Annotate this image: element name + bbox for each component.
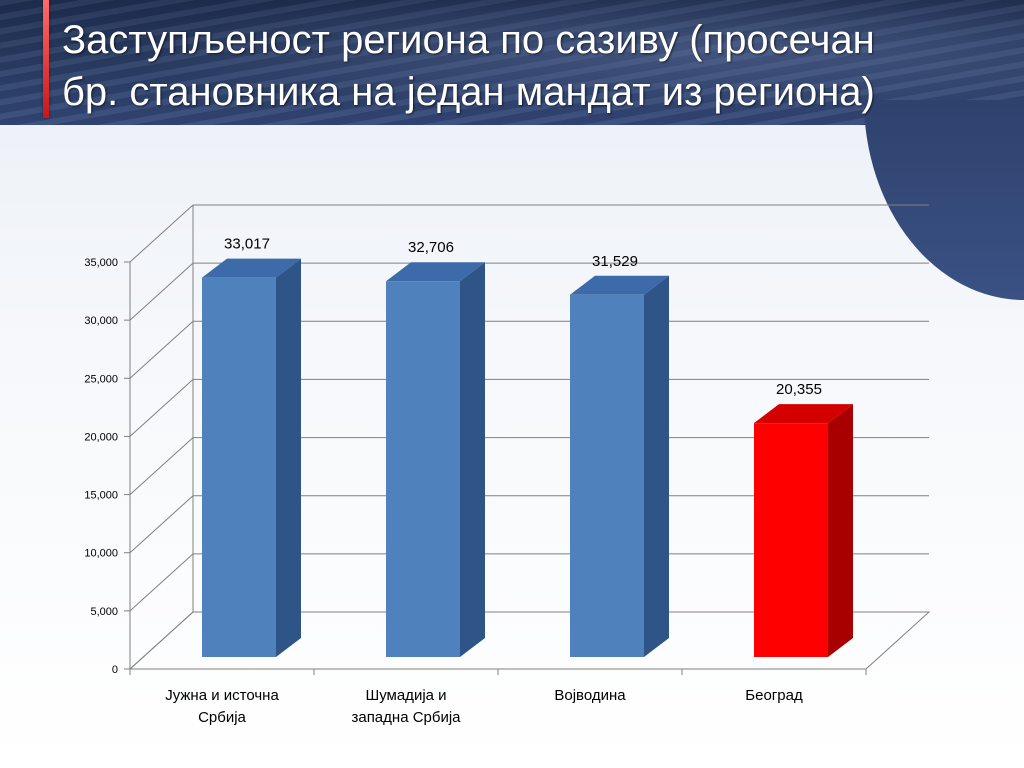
gridline-diagonal <box>129 320 194 379</box>
bar-side <box>644 275 669 657</box>
slide-title: Заступљеност региона по сазиву (просечан… <box>62 14 962 118</box>
data-label: 32,706 <box>408 239 454 256</box>
chart-gridlines <box>128 204 931 670</box>
bar-front <box>386 281 460 657</box>
y-tick-label: 35,000 <box>84 257 118 269</box>
y-tick-label: 30,000 <box>84 315 118 327</box>
bar <box>386 262 485 657</box>
gridline-diagonal <box>129 262 194 321</box>
x-category-label: Јужна и источна Србија <box>165 687 279 726</box>
data-label: 33,017 <box>224 236 270 253</box>
slide-title-line-1: Заступљеност региона по сазиву (просечан <box>62 18 875 62</box>
gridline-diagonal <box>129 204 194 263</box>
bar-front <box>570 294 644 657</box>
data-label: 20,355 <box>776 381 822 398</box>
gridline-diagonal <box>129 437 194 495</box>
gridline-diagonal <box>129 495 194 554</box>
x-category-label: Београд <box>745 687 803 704</box>
bar-side <box>276 258 301 657</box>
chart-labels: 0 5,000 10,000 15,000 20,000 25,000 30,000 35,0… <box>84 236 822 726</box>
y-tick-label: 25,000 <box>84 373 118 385</box>
bar-top <box>754 404 853 424</box>
bar-side <box>460 262 485 657</box>
x-category-label: Војводина <box>554 687 626 704</box>
gridline-diagonal <box>129 379 194 437</box>
bar-side <box>828 404 853 657</box>
bar-front <box>754 423 828 657</box>
bar-front <box>202 277 276 657</box>
y-tick-label: 5,000 <box>90 606 118 618</box>
bar <box>570 275 669 657</box>
bar-top <box>386 262 485 282</box>
bar <box>754 404 853 657</box>
y-tick-label: 0 <box>112 664 118 676</box>
y-tick-label: 10,000 <box>84 548 118 560</box>
chart-axes <box>124 261 867 675</box>
data-label: 31,529 <box>592 253 638 270</box>
title-accent-bar <box>43 0 49 118</box>
chart-bars <box>202 258 853 657</box>
y-tick-label: 20,000 <box>84 431 118 443</box>
bar-top <box>202 258 301 278</box>
bar-top <box>570 275 669 295</box>
header-background <box>0 0 1024 125</box>
bar <box>202 258 301 657</box>
gridline-diagonal <box>129 553 194 612</box>
y-tick-label: 15,000 <box>84 490 118 502</box>
x-category-label: Шумадија и западна Србија <box>351 687 461 726</box>
slide-title-line-2: бр. становника на један мандат из регион… <box>62 70 875 114</box>
